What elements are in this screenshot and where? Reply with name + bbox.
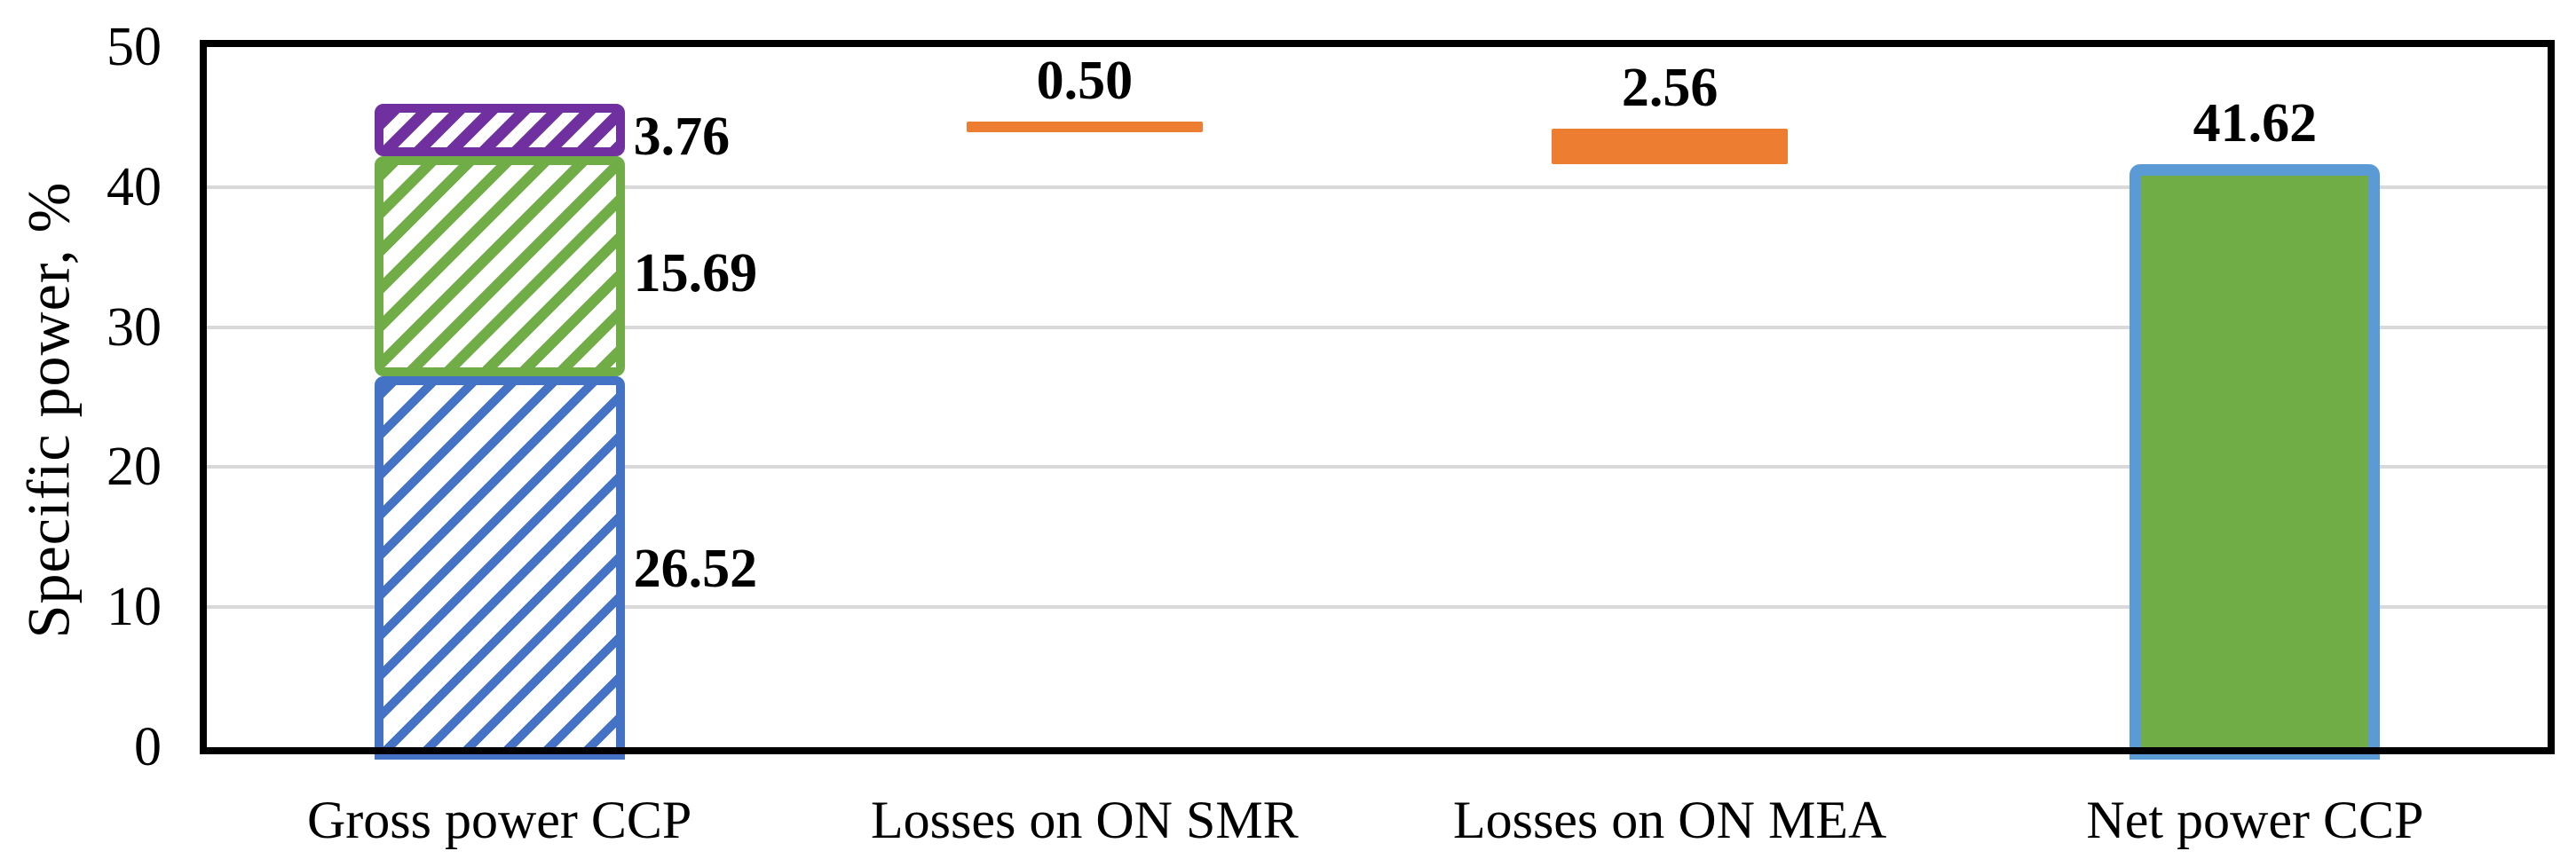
value-label-losses-on-on-mea: 2.56: [1621, 57, 1719, 118]
value-label-losses-on-on-smr: 0.50: [1036, 50, 1134, 111]
y-tick-50: 50: [107, 17, 162, 77]
bar-net-power-ccp: [2130, 164, 2381, 760]
value-label-net-power-ccp: 41.62: [2193, 93, 2318, 154]
y-tick-20: 20: [107, 437, 162, 498]
x-label-losses-on-on-smr: Losses on ON SMR: [871, 791, 1299, 849]
y-tick-30: 30: [107, 296, 162, 358]
bar-gross-power-ccp-segment-2: [374, 103, 625, 156]
gridline-30: [207, 325, 2548, 329]
x-label-losses-on-on-mea: Losses on ON MEA: [1452, 791, 1887, 849]
bar-gross-power-ccp-segment-1: [374, 155, 625, 376]
y-axis-title: Specific power, %: [14, 181, 83, 639]
bar-gross-power-ccp-segment-0: [374, 375, 625, 760]
x-label-gross-power-ccp: Gross power CCP: [306, 791, 692, 849]
gridline-10: [207, 605, 2548, 610]
gridline-20: [207, 465, 2548, 469]
bar-losses-on-on-smr: [966, 121, 1203, 132]
gridline-40: [207, 185, 2548, 189]
value-label-gross-power-ccp-0: 26.52: [633, 538, 758, 599]
value-label-gross-power-ccp-1: 15.69: [633, 242, 758, 303]
value-label-gross-power-ccp-2: 3.76: [633, 106, 731, 168]
y-tick-10: 10: [107, 577, 162, 638]
y-tick-0: 0: [134, 717, 162, 777]
bar-losses-on-on-mea: [1552, 128, 1789, 165]
x-label-net-power-ccp: Net power CCP: [2086, 791, 2424, 849]
y-tick-40: 40: [107, 156, 162, 217]
